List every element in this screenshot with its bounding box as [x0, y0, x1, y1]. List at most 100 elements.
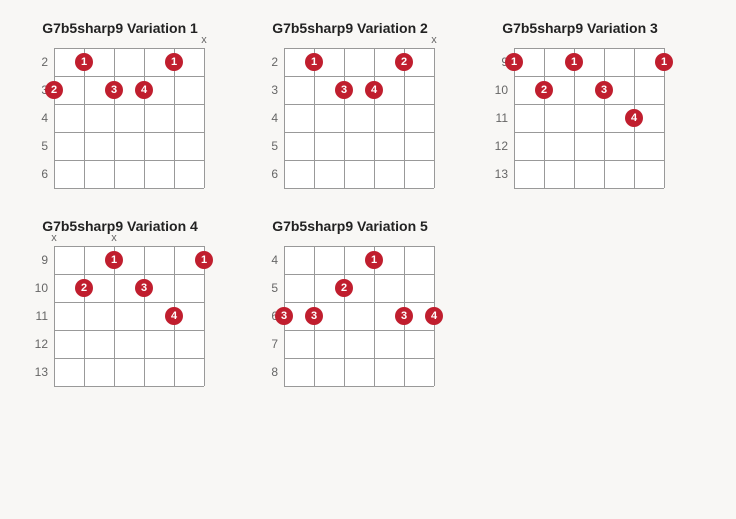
fretboard: 111234 — [514, 48, 664, 188]
fret-label: 5 — [30, 132, 54, 160]
fret-label: 12 — [490, 132, 514, 160]
finger-dot: 3 — [595, 81, 613, 99]
string-marker: x — [201, 34, 207, 46]
fret-label: 5 — [260, 132, 284, 160]
fret-label: 4 — [30, 104, 54, 132]
fretboard-wrap: 910111213111234 — [490, 48, 670, 188]
fret-line — [514, 160, 664, 161]
fretboard-wrap: 91011121311234 — [30, 246, 210, 386]
finger-dot: 1 — [75, 53, 93, 71]
string-line — [84, 246, 85, 386]
fret-label: 5 — [260, 274, 284, 302]
fret-line — [284, 76, 434, 77]
fret-label: 11 — [30, 302, 54, 330]
fret-line — [54, 132, 204, 133]
string-line — [374, 48, 375, 188]
fretboard: 11234 — [54, 48, 204, 188]
string-line — [144, 246, 145, 386]
string-line — [434, 48, 435, 188]
fret-label: 4 — [260, 104, 284, 132]
fret-line — [54, 160, 204, 161]
fretboard: 1234 — [284, 48, 434, 188]
fret-label: 2 — [30, 48, 54, 76]
fret-label: 2 — [260, 48, 284, 76]
fret-label: 10 — [30, 274, 54, 302]
fretboard-wrap: 234561234 — [260, 48, 440, 188]
string-line — [544, 48, 545, 188]
fret-line — [514, 132, 664, 133]
finger-dot: 2 — [335, 279, 353, 297]
finger-dot: 1 — [305, 53, 323, 71]
finger-dot: 3 — [135, 279, 153, 297]
marker-row: x — [284, 34, 440, 46]
finger-dot: 4 — [625, 109, 643, 127]
fret-line — [54, 330, 204, 331]
marker-row — [284, 232, 440, 244]
fret-line — [54, 76, 204, 77]
fret-line — [514, 76, 664, 77]
marker-row — [514, 34, 670, 46]
string-line — [54, 48, 55, 188]
fret-line — [54, 188, 204, 189]
diagram: 45678123334 — [260, 246, 440, 386]
fret-line — [54, 302, 204, 303]
finger-dot: 4 — [135, 81, 153, 99]
fret-label: 6 — [260, 160, 284, 188]
chord-diagram: G7b5sharp9 Variation 3910111213111234 — [490, 20, 670, 188]
fret-line — [284, 160, 434, 161]
fret-line — [284, 386, 434, 387]
fret-label: 6 — [30, 160, 54, 188]
finger-dot: 2 — [75, 279, 93, 297]
finger-dot: 3 — [105, 81, 123, 99]
fretboard: 123334 — [284, 246, 434, 386]
string-line — [344, 48, 345, 188]
fret-line — [54, 274, 204, 275]
finger-dot: 1 — [565, 53, 583, 71]
fret-line — [284, 188, 434, 189]
fret-line — [514, 188, 664, 189]
finger-dot: 1 — [165, 53, 183, 71]
string-line — [284, 48, 285, 188]
finger-dot: 2 — [535, 81, 553, 99]
fret-line — [284, 48, 434, 49]
finger-dot: 3 — [275, 307, 293, 325]
fret-line — [54, 246, 204, 247]
finger-dot: 3 — [305, 307, 323, 325]
fretboard-wrap: 2345611234 — [30, 48, 210, 188]
fret-line — [514, 104, 664, 105]
fretboard-wrap: 45678123334 — [260, 246, 440, 386]
fret-line — [284, 302, 434, 303]
fret-line — [54, 48, 204, 49]
finger-dot: 1 — [365, 251, 383, 269]
string-line — [144, 48, 145, 188]
finger-dot: 4 — [425, 307, 443, 325]
chord-diagram: G7b5sharp9 Variation 1x2345611234 — [30, 20, 210, 188]
finger-dot: 1 — [655, 53, 673, 71]
fret-label: 13 — [490, 160, 514, 188]
fret-label: 9 — [30, 246, 54, 274]
finger-dot: 1 — [195, 251, 213, 269]
fret-label: 11 — [490, 104, 514, 132]
diagram: 910111213111234 — [490, 48, 670, 188]
chord-diagram: G7b5sharp9 Variation 4xx91011121311234 — [30, 218, 210, 386]
fret-line — [284, 132, 434, 133]
chord-diagram: G7b5sharp9 Variation 2x234561234 — [260, 20, 440, 188]
string-line — [114, 48, 115, 188]
fret-label: 3 — [260, 76, 284, 104]
fret-label: 12 — [30, 330, 54, 358]
string-line — [204, 48, 205, 188]
fret-line — [284, 274, 434, 275]
fret-line — [54, 104, 204, 105]
finger-dot: 4 — [365, 81, 383, 99]
fret-label: 4 — [260, 246, 284, 274]
fretboard: 11234 — [54, 246, 204, 386]
diagram: x234561234 — [260, 48, 440, 188]
string-marker: x — [51, 232, 57, 244]
fret-line — [284, 104, 434, 105]
fret-line — [514, 48, 664, 49]
marker-row: x — [54, 34, 210, 46]
string-line — [344, 246, 345, 386]
fret-labels: 23456 — [30, 48, 54, 188]
finger-dot: 1 — [505, 53, 523, 71]
diagram: xx91011121311234 — [30, 246, 210, 386]
